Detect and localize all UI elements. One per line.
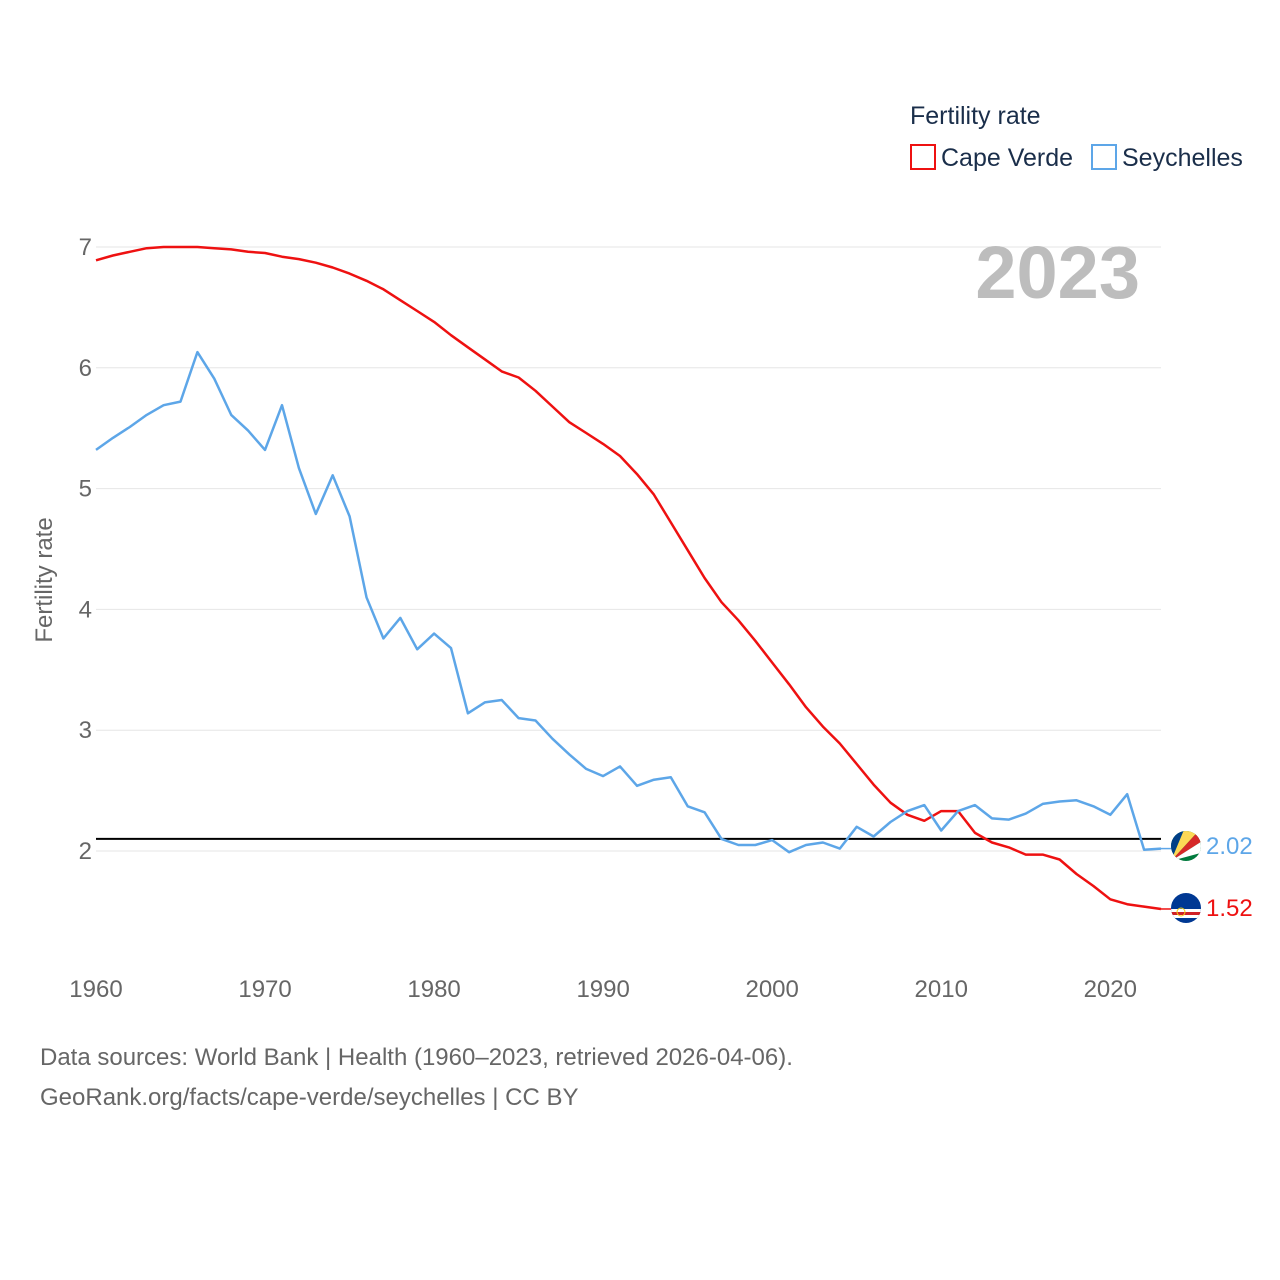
series-lines [95, 245, 1171, 911]
legend-label-cape-verde[interactable]: Cape Verde [941, 144, 1073, 172]
y-tick-label: 6 [79, 355, 92, 382]
x-tick-label: 1960 [69, 976, 122, 1003]
x-axis: 1960 1970 1980 1990 2000 2010 2020 [69, 976, 1137, 1003]
legend: Fertility rate Cape Verde Seychelles [910, 102, 1243, 172]
y-axis-label: Fertility rate [31, 517, 58, 642]
x-tick-label: 2010 [915, 976, 968, 1003]
footer-link[interactable]: GeoRank.org/facts/cape-verde/seychelles … [40, 1084, 579, 1111]
series-line-cape-verde[interactable] [95, 245, 1162, 911]
seychelles-end-label: 2.02 [1206, 833, 1253, 860]
cape-verde-end-label: 1.52 [1206, 895, 1253, 922]
legend-swatch-cape-verde[interactable] [910, 144, 936, 170]
grid [96, 246, 1161, 852]
y-tick-label: 3 [79, 717, 92, 744]
legend-label-seychelles[interactable]: Seychelles [1122, 144, 1243, 172]
y-tick-label: 5 [79, 476, 92, 503]
y-tick-label: 7 [79, 234, 92, 261]
legend-swatch-seychelles[interactable] [1091, 144, 1117, 170]
seychelles-flag-icon [1171, 831, 1201, 861]
x-tick-label: 1990 [576, 976, 629, 1003]
x-tick-label: 1980 [407, 976, 460, 1003]
x-tick-label: 2000 [745, 976, 798, 1003]
year-label: 2023 [975, 231, 1140, 314]
x-tick-label: 1970 [238, 976, 291, 1003]
cape-verde-flag-icon [1171, 893, 1201, 923]
x-tick-label: 2020 [1084, 976, 1137, 1003]
footer-sources: Data sources: World Bank | Health (1960–… [40, 1044, 793, 1071]
y-tick-label: 4 [79, 596, 92, 623]
y-tick-label: 2 [79, 838, 92, 865]
series-line-seychelles[interactable] [95, 350, 1162, 854]
legend-title: Fertility rate [910, 102, 1041, 130]
y-axis: 2 3 4 5 6 7 [79, 234, 92, 865]
